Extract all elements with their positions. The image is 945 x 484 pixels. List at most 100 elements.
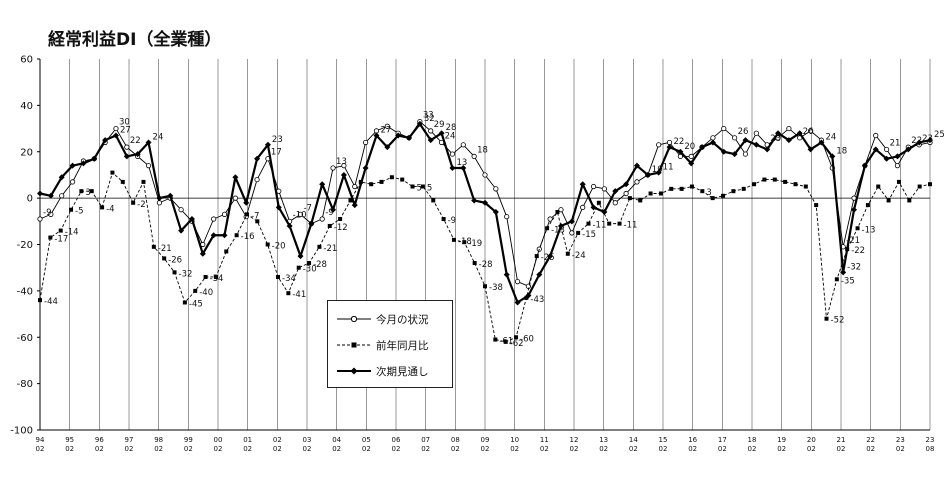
data-point-outlook (840, 269, 847, 276)
data-point-outlook (47, 192, 54, 199)
data-label: 23 (272, 135, 283, 145)
data-point-current (688, 153, 694, 159)
data-point-current (471, 153, 477, 159)
data-label: 5 (427, 184, 432, 194)
data-point-yoy (534, 254, 539, 259)
data-point-yoy (224, 249, 229, 254)
data-point-yoy (472, 261, 477, 266)
data-point-outlook (460, 164, 467, 171)
data-point-current (449, 151, 456, 157)
data-point-yoy (886, 198, 891, 203)
data-label: -5 (75, 207, 83, 217)
data-point-yoy (803, 184, 808, 189)
x-tick-month-label: 02 (837, 445, 846, 453)
data-label: -30 (303, 265, 317, 275)
data-label: -32 (847, 262, 861, 272)
data-point-outlook (861, 162, 868, 169)
open-circle-marker-icon (337, 315, 371, 323)
data-point-yoy (420, 184, 425, 189)
x-tick-month-label: 02 (451, 445, 460, 453)
data-point-outlook (243, 199, 250, 206)
x-tick-month-label: 02 (599, 445, 608, 453)
data-label: -32 (179, 269, 193, 279)
data-label: -14 (65, 228, 79, 238)
data-point-yoy (348, 198, 353, 203)
data-point-current (786, 125, 792, 132)
data-point-outlook (807, 146, 814, 153)
data-point-current (569, 230, 575, 236)
data-point-yoy (648, 191, 653, 196)
data-point-outlook (666, 144, 673, 151)
data-point-current (612, 200, 618, 206)
data-point-yoy (731, 189, 736, 194)
filled-square-marker-icon (337, 342, 371, 348)
data-point-yoy (555, 210, 560, 215)
data-point-current (254, 176, 260, 183)
x-tick-month-label: 02 (36, 445, 45, 453)
data-point-yoy (783, 179, 788, 184)
x-tick-month-label: 02 (570, 445, 579, 453)
data-point-outlook (406, 134, 413, 141)
data-point-outlook (644, 171, 651, 178)
data-point-outlook (492, 209, 499, 216)
data-point-outlook (731, 151, 738, 158)
data-label: 21 (890, 138, 901, 148)
data-point-outlook (633, 162, 640, 169)
x-tick-year-label: 04 (332, 436, 341, 444)
data-point-current (580, 204, 586, 210)
data-point-outlook (145, 139, 152, 146)
x-tick-month-label: 02 (392, 445, 401, 453)
data-point-yoy (162, 256, 167, 261)
filled-diamond-marker-icon (337, 367, 371, 375)
data-point-yoy (182, 300, 187, 305)
data-point-outlook (438, 130, 445, 137)
data-label: 23 (770, 134, 781, 144)
x-tick-month-label: 02 (421, 445, 430, 453)
data-point-outlook (178, 227, 185, 234)
data-label: 13 (336, 157, 347, 167)
data-point-outlook (210, 232, 217, 239)
data-point-outlook (91, 155, 98, 162)
data-point-current (330, 165, 336, 171)
x-tick-year-label: 08 (451, 436, 460, 444)
x-tick-month-label: 02 (481, 445, 490, 453)
data-point-yoy (89, 189, 94, 194)
x-tick-month-label: 02 (659, 445, 668, 453)
data-point-outlook (482, 199, 488, 206)
x-tick-year-label: 96 (95, 436, 104, 444)
data-label: -34 (210, 274, 224, 284)
y-tick-label: 40 (20, 101, 33, 112)
data-label: 11 (663, 163, 674, 173)
data-point-current (341, 163, 347, 169)
data-point-yoy (79, 189, 84, 194)
data-point-current (211, 216, 217, 222)
data-label: 22 (911, 136, 922, 146)
data-label: -9 (43, 208, 51, 218)
data-label: 24 (445, 131, 456, 141)
data-label: -13 (862, 225, 876, 235)
data-point-yoy (369, 182, 374, 187)
data-point-current (656, 142, 662, 148)
data-point-current (482, 172, 488, 178)
data-point-outlook (601, 209, 608, 216)
data-point-yoy (545, 226, 550, 231)
data-point-current (384, 123, 390, 129)
data-point-outlook (851, 206, 858, 213)
data-label: -25 (541, 253, 555, 263)
data-label: 23 (922, 134, 933, 144)
data-point-yoy (265, 242, 270, 247)
data-label: 24 (153, 132, 164, 142)
data-point-yoy (410, 184, 415, 189)
data-point-current (363, 139, 369, 146)
x-tick-month-label: 02 (154, 445, 163, 453)
data-point-current (124, 144, 130, 150)
legend-item-yoy: 前年同月比 (336, 337, 429, 353)
data-label: -35 (841, 276, 855, 286)
data-point-yoy (276, 274, 281, 279)
data-point-yoy (814, 203, 819, 208)
x-tick-year-label: 12 (570, 436, 579, 444)
data-point-yoy (596, 200, 601, 205)
data-label: -9 (325, 208, 333, 218)
x-tick-month-label: 02 (777, 445, 786, 453)
